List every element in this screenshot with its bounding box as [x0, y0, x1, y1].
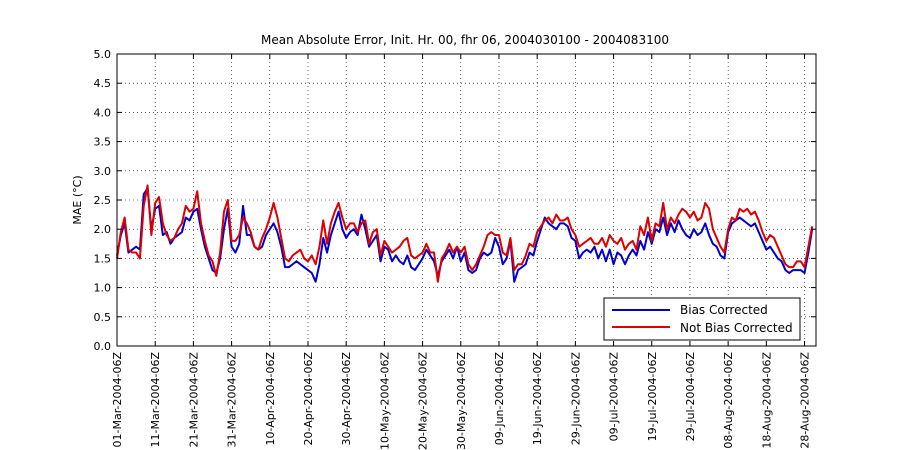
y-tick-label: 3.0 — [94, 165, 112, 178]
x-tick-label: 30-Apr-2004-06Z — [340, 352, 353, 446]
x-tick-label: 10-May-2004-06Z — [378, 352, 391, 450]
plot-area — [116, 53, 817, 347]
x-tick-label: 28-Aug-2004-06Z — [799, 352, 812, 449]
x-tick-label: 18-Aug-2004-06Z — [760, 352, 773, 449]
y-tick-label: 0.5 — [94, 311, 112, 324]
x-tick-label: 21-Mar-2004-06Z — [187, 352, 200, 448]
legend-label-bias-corrected: Bias Corrected — [680, 303, 768, 317]
x-tick-label: 20-Apr-2004-06Z — [302, 352, 315, 446]
y-tick-label: 1.5 — [94, 252, 112, 265]
x-tick-label: 01-Mar-2004-06Z — [111, 352, 124, 448]
x-tick-label: 09-Jul-2004-06Z — [608, 352, 621, 442]
y-tick-label: 4.0 — [94, 106, 112, 119]
chart-title: Mean Absolute Error, Init. Hr. 00, fhr 0… — [261, 33, 669, 47]
series-line-bias-corrected — [116, 187, 814, 283]
series-lines — [116, 184, 814, 283]
x-tick-label: 29-Jun-2004-06Z — [569, 352, 582, 446]
y-tick-label: 3.5 — [94, 136, 112, 149]
x-tick-label: 11-Mar-2004-06Z — [149, 352, 162, 448]
x-tick-label: 19-Jul-2004-06Z — [646, 352, 659, 442]
x-tick-label: 29-Jul-2004-06Z — [684, 352, 697, 442]
y-tick-label: 4.5 — [94, 77, 112, 90]
y-axis-label: MAE (°C) — [71, 175, 84, 224]
x-tick-label: 20-May-2004-06Z — [417, 352, 430, 450]
legend: Bias Corrected Not Bias Corrected — [603, 297, 801, 341]
y-tick-label: 2.5 — [94, 194, 112, 207]
legend-label-not-bias-corrected: Not Bias Corrected — [680, 321, 793, 335]
x-tick-label: 09-Jun-2004-06Z — [493, 352, 506, 446]
x-tick-label: 31-Mar-2004-06Z — [226, 352, 239, 448]
x-tick-label: 10-Apr-2004-06Z — [264, 352, 277, 446]
y-tick-label: 5.0 — [94, 48, 112, 61]
x-tick-label: 08-Aug-2004-06Z — [722, 352, 735, 449]
y-tick-label: 1.0 — [94, 282, 112, 295]
axis-ticks — [116, 53, 816, 347]
y-tick-label: 2.0 — [94, 223, 112, 236]
series-line-not-bias-corrected — [116, 184, 814, 283]
x-tick-label: 30-May-2004-06Z — [455, 352, 468, 450]
y-tick-label: 0.0 — [94, 340, 112, 353]
x-tick-label: 19-Jun-2004-06Z — [531, 352, 544, 446]
legend-box — [603, 297, 801, 341]
